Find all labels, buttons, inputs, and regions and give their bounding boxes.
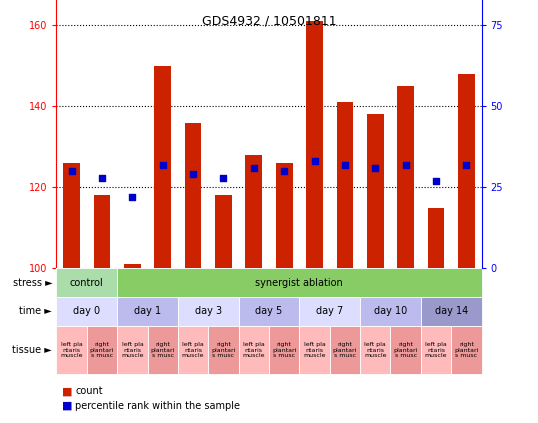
Bar xyxy=(421,326,451,374)
Text: percentile rank within the sample: percentile rank within the sample xyxy=(75,401,240,411)
Bar xyxy=(397,86,414,268)
Point xyxy=(431,177,440,184)
Point xyxy=(219,174,228,181)
Bar xyxy=(299,326,330,374)
Text: time ►: time ► xyxy=(19,306,52,316)
Text: right
plantari
s musc: right plantari s musc xyxy=(90,342,114,358)
Point xyxy=(280,168,288,175)
Text: day 0: day 0 xyxy=(73,306,101,316)
Bar xyxy=(63,163,80,268)
Bar xyxy=(360,297,421,326)
Bar xyxy=(56,268,117,297)
Bar xyxy=(245,155,262,268)
Point xyxy=(371,165,379,171)
Text: right
plantari
s musc: right plantari s musc xyxy=(272,342,296,358)
Bar xyxy=(391,326,421,374)
Bar xyxy=(269,326,299,374)
Bar xyxy=(451,326,482,374)
Bar xyxy=(178,326,208,374)
Text: day 1: day 1 xyxy=(134,306,161,316)
Bar xyxy=(208,326,239,374)
Bar xyxy=(94,195,110,268)
Text: day 7: day 7 xyxy=(316,306,343,316)
Bar xyxy=(56,297,117,326)
Point xyxy=(67,168,76,175)
Text: right
plantari
s musc: right plantari s musc xyxy=(151,342,175,358)
Bar xyxy=(124,264,141,268)
Text: left pla
ntaris
muscle: left pla ntaris muscle xyxy=(60,342,83,358)
Bar xyxy=(367,115,384,268)
Bar xyxy=(154,66,171,268)
Text: left pla
ntaris
muscle: left pla ntaris muscle xyxy=(424,342,447,358)
Text: day 14: day 14 xyxy=(435,306,468,316)
Bar xyxy=(458,74,475,268)
Bar xyxy=(185,123,201,268)
Bar xyxy=(360,326,391,374)
Point xyxy=(250,165,258,171)
Point xyxy=(401,161,410,168)
Bar xyxy=(117,268,482,297)
Bar xyxy=(337,102,353,268)
Bar xyxy=(299,297,360,326)
Bar xyxy=(87,326,117,374)
Text: right
plantari
s musc: right plantari s musc xyxy=(211,342,236,358)
Text: left pla
ntaris
muscle: left pla ntaris muscle xyxy=(303,342,326,358)
Bar xyxy=(428,208,444,268)
Bar xyxy=(215,195,232,268)
Point xyxy=(189,171,197,178)
Point xyxy=(98,174,107,181)
Text: synergist ablation: synergist ablation xyxy=(256,277,343,288)
Bar xyxy=(421,297,482,326)
Text: day 5: day 5 xyxy=(256,306,282,316)
Bar xyxy=(239,326,269,374)
Text: right
plantari
s musc: right plantari s musc xyxy=(454,342,478,358)
Bar xyxy=(117,326,147,374)
Bar xyxy=(276,163,293,268)
Text: left pla
ntaris
muscle: left pla ntaris muscle xyxy=(364,342,386,358)
Point xyxy=(341,161,349,168)
Point xyxy=(128,194,137,201)
Text: left pla
ntaris
muscle: left pla ntaris muscle xyxy=(182,342,204,358)
Point xyxy=(158,161,167,168)
Bar xyxy=(306,22,323,268)
Text: GDS4932 / 10501811: GDS4932 / 10501811 xyxy=(202,15,336,28)
Bar xyxy=(239,297,299,326)
Text: left pla
ntaris
muscle: left pla ntaris muscle xyxy=(121,342,144,358)
Text: day 10: day 10 xyxy=(374,306,407,316)
Text: right
plantari
s musc: right plantari s musc xyxy=(393,342,418,358)
Bar xyxy=(147,326,178,374)
Text: right
plantari
s musc: right plantari s musc xyxy=(332,342,357,358)
Text: count: count xyxy=(75,386,103,396)
Text: left pla
ntaris
muscle: left pla ntaris muscle xyxy=(243,342,265,358)
Text: tissue ►: tissue ► xyxy=(12,345,52,355)
Point xyxy=(462,161,471,168)
Text: ■: ■ xyxy=(62,401,73,411)
Bar xyxy=(330,326,360,374)
Text: stress ►: stress ► xyxy=(12,277,52,288)
Point xyxy=(310,158,319,165)
Text: control: control xyxy=(70,277,104,288)
Bar xyxy=(56,326,87,374)
Bar xyxy=(117,297,178,326)
Text: ■: ■ xyxy=(62,386,73,396)
Text: day 3: day 3 xyxy=(195,306,222,316)
Bar xyxy=(178,297,239,326)
